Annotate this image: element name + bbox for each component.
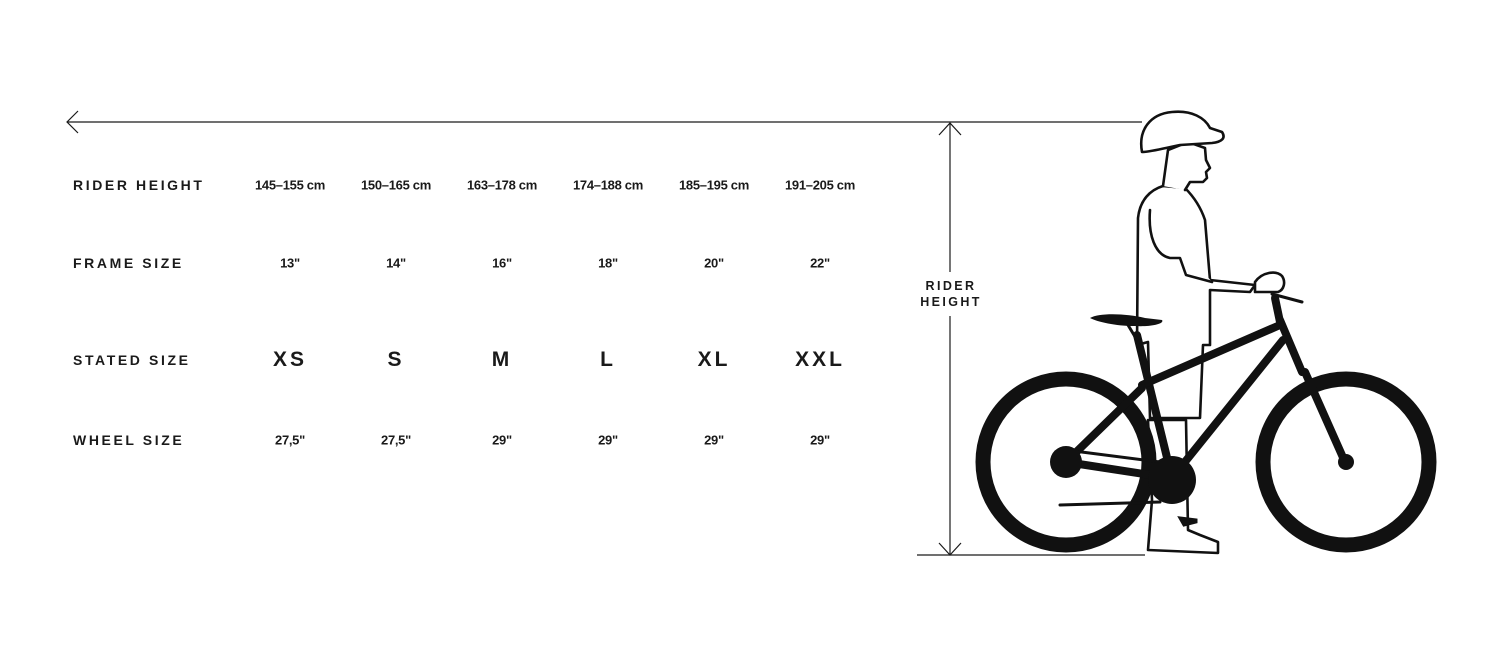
wheel-size-value: 29": [492, 432, 512, 448]
rider-height-value: 191–205 cm: [784, 177, 855, 193]
arrow-left-icon: [66, 110, 1142, 134]
stated-size-value: XXL: [795, 348, 845, 371]
frame-size-value: 22": [810, 255, 830, 271]
wheel-size-value: 29": [810, 432, 830, 448]
rider-height-label: RIDER HEIGHT: [73, 177, 205, 193]
stated-size-value: XS: [272, 348, 307, 371]
stated-size-value: M: [491, 348, 513, 371]
wheel-size-value: 29": [704, 432, 724, 448]
frame-size-value: 20": [704, 255, 724, 271]
frame-size-value: 13": [280, 255, 300, 271]
rider-height-value: 185–195 cm: [678, 177, 749, 193]
wheel-size-value: 29": [598, 432, 618, 448]
rider-height-value: 174–188 cm: [572, 177, 643, 193]
rider-height-value: 163–178 cm: [466, 177, 537, 193]
frame-size-value: 14": [386, 255, 406, 271]
rider-height-arrow-icon: [917, 122, 1145, 556]
wheel-size-value: 27,5": [381, 432, 411, 448]
stated-size-value: S: [387, 348, 405, 371]
rider-height-value: 150–165 cm: [360, 177, 431, 193]
wheel-size-label: WHEEL SIZE: [73, 432, 185, 448]
rider-with-bike-illustration: [975, 110, 1437, 555]
stated-size-label: STATED SIZE: [73, 352, 191, 368]
frame-size-value: 16": [492, 255, 512, 271]
rider-height-label: RIDER HEIGHT: [920, 272, 982, 316]
stated-size-value: XL: [697, 348, 731, 371]
stated-size-value: L: [600, 348, 616, 371]
rider-height-label-line1: RIDER: [925, 279, 977, 293]
frame-size-value: 18": [598, 255, 618, 271]
wheel-size-value: 27,5": [275, 432, 305, 448]
rider-height-label-line2: HEIGHT: [920, 295, 982, 309]
rider-height-value: 145–155 cm: [254, 177, 325, 193]
frame-size-label: FRAME SIZE: [73, 255, 184, 271]
